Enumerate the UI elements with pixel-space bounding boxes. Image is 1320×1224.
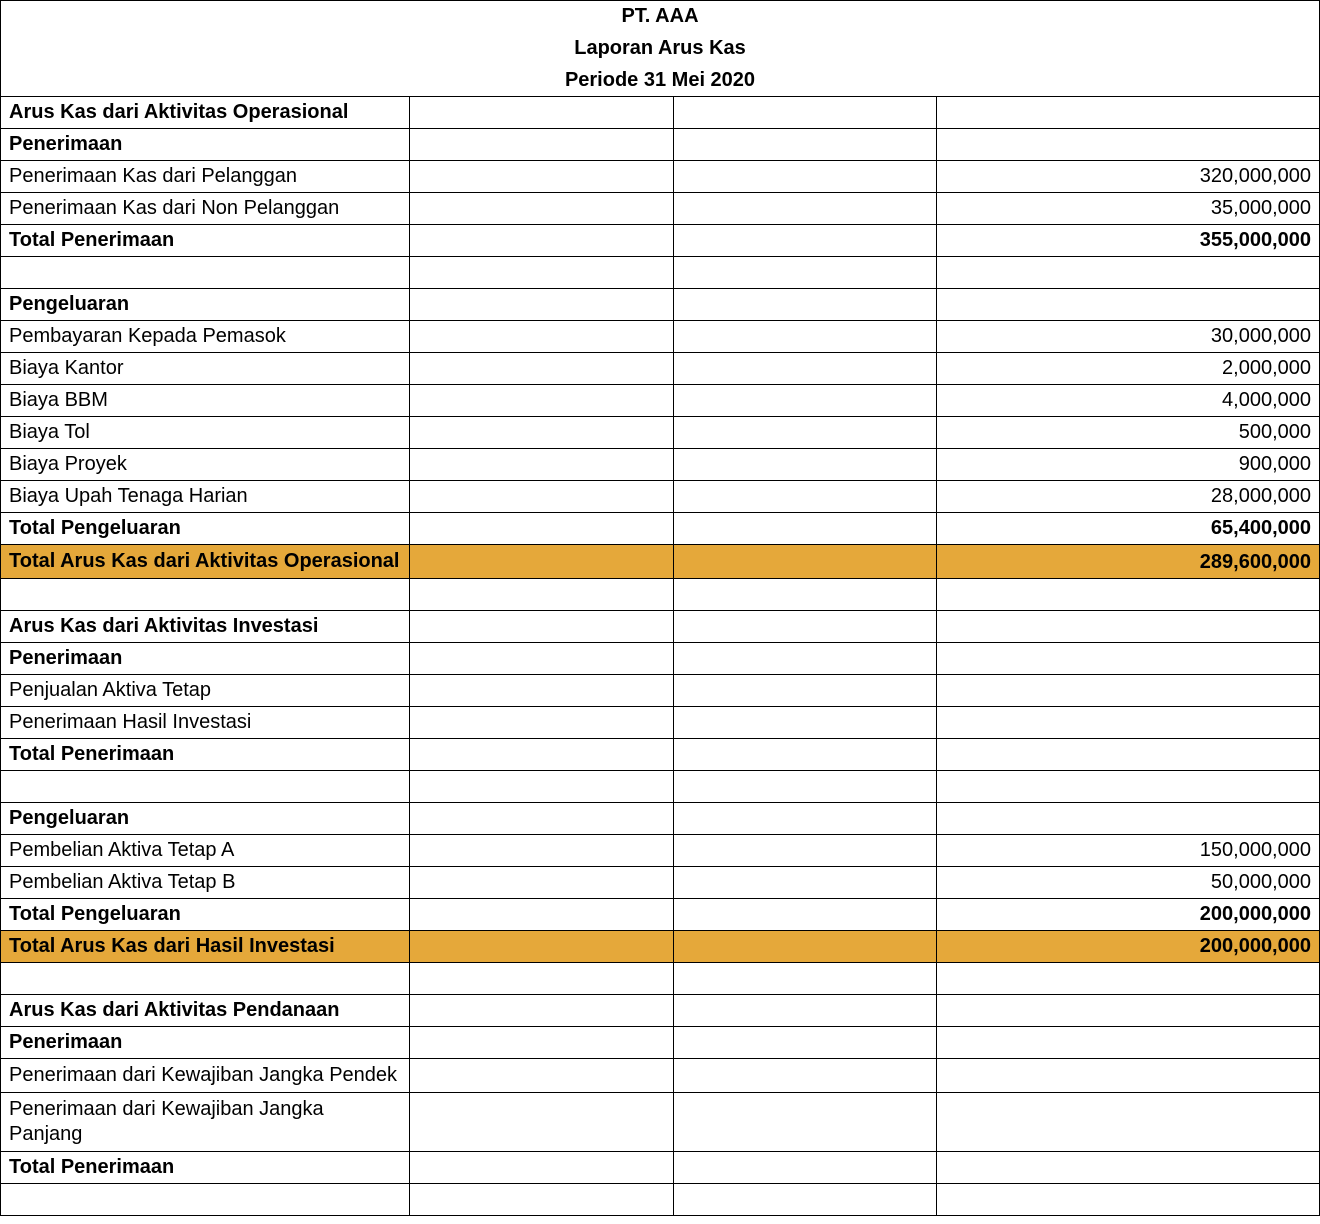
table-row: Pembayaran Kepada Pemasok 30,000,000 bbox=[1, 321, 1320, 353]
operasional-penerimaan-header: Penerimaan bbox=[1, 129, 1320, 161]
total-pengeluaran-value: 65,400,000 bbox=[937, 513, 1320, 545]
table-row: Biaya Upah Tenaga Harian 28,000,000 bbox=[1, 481, 1320, 513]
pengeluaran-label: Pengeluaran bbox=[1, 289, 410, 321]
pendanaan-penerimaan-header: Penerimaan bbox=[1, 1027, 1320, 1059]
total-penerimaan-value bbox=[937, 739, 1320, 771]
row-label: Penerimaan dari Kewajiban Jangka Pendek bbox=[1, 1059, 410, 1093]
header-company-row: PT. AAA bbox=[1, 1, 1320, 33]
investasi-total-value: 200,000,000 bbox=[937, 931, 1320, 963]
row-label: Penerimaan Kas dari Pelanggan bbox=[1, 161, 410, 193]
cash-flow-table: PT. AAA Laporan Arus Kas Periode 31 Mei … bbox=[0, 0, 1320, 1216]
investasi-penerimaan-header: Penerimaan bbox=[1, 643, 1320, 675]
company-name: PT. AAA bbox=[1, 1, 1320, 33]
table-row: Penerimaan dari Kewajiban Jangka Pendek bbox=[1, 1059, 1320, 1093]
row-label: Pembayaran Kepada Pemasok bbox=[1, 321, 410, 353]
row-label: Pembelian Aktiva Tetap B bbox=[1, 867, 410, 899]
row-value: 28,000,000 bbox=[937, 481, 1320, 513]
row-label: Penjualan Aktiva Tetap bbox=[1, 675, 410, 707]
row-label: Biaya Proyek bbox=[1, 449, 410, 481]
table-row: Penerimaan Hasil Investasi bbox=[1, 707, 1320, 739]
row-label: Penerimaan Hasil Investasi bbox=[1, 707, 410, 739]
row-value: 35,000,000 bbox=[937, 193, 1320, 225]
investasi-total-penerimaan: Total Penerimaan bbox=[1, 739, 1320, 771]
row-label: Penerimaan dari Kewajiban Jangka Panjang bbox=[1, 1093, 410, 1152]
table-row: Penerimaan dari Kewajiban Jangka Panjang bbox=[1, 1093, 1320, 1152]
row-label: Pembelian Aktiva Tetap A bbox=[1, 835, 410, 867]
row-value: 30,000,000 bbox=[937, 321, 1320, 353]
operasional-title: Arus Kas dari Aktivitas Operasional bbox=[1, 97, 410, 129]
table-row: Penerimaan Kas dari Pelanggan 320,000,00… bbox=[1, 161, 1320, 193]
table-row: Biaya Tol 500,000 bbox=[1, 417, 1320, 449]
penerimaan-label: Penerimaan bbox=[1, 643, 410, 675]
report-period: Periode 31 Mei 2020 bbox=[1, 65, 1320, 97]
row-value: 50,000,000 bbox=[937, 867, 1320, 899]
total-penerimaan-label: Total Penerimaan bbox=[1, 225, 410, 257]
pengeluaran-label: Pengeluaran bbox=[1, 803, 410, 835]
penerimaan-label: Penerimaan bbox=[1, 1027, 410, 1059]
total-pengeluaran-value: 200,000,000 bbox=[937, 899, 1320, 931]
table-row: Pembelian Aktiva Tetap A 150,000,000 bbox=[1, 835, 1320, 867]
table-row: Pembelian Aktiva Tetap B 50,000,000 bbox=[1, 867, 1320, 899]
table-row: Penjualan Aktiva Tetap bbox=[1, 675, 1320, 707]
section-pendanaan-title: Arus Kas dari Aktivitas Pendanaan bbox=[1, 995, 1320, 1027]
operasional-total-row: Total Arus Kas dari Aktivitas Operasiona… bbox=[1, 545, 1320, 579]
row-label: Biaya Kantor bbox=[1, 353, 410, 385]
pendanaan-title: Arus Kas dari Aktivitas Pendanaan bbox=[1, 995, 410, 1027]
row-value: 4,000,000 bbox=[937, 385, 1320, 417]
total-penerimaan-value bbox=[937, 1152, 1320, 1184]
total-pengeluaran-label: Total Pengeluaran bbox=[1, 899, 410, 931]
operasional-total-label: Total Arus Kas dari Aktivitas Operasiona… bbox=[1, 545, 410, 579]
investasi-pengeluaran-header: Pengeluaran bbox=[1, 803, 1320, 835]
penerimaan-label: Penerimaan bbox=[1, 129, 410, 161]
operasional-total-value: 289,600,000 bbox=[937, 545, 1320, 579]
total-penerimaan-label: Total Penerimaan bbox=[1, 739, 410, 771]
blank-row bbox=[1, 771, 1320, 803]
blank-row bbox=[1, 257, 1320, 289]
section-operasional-title: Arus Kas dari Aktivitas Operasional bbox=[1, 97, 1320, 129]
row-label: Biaya Tol bbox=[1, 417, 410, 449]
header-period-row: Periode 31 Mei 2020 bbox=[1, 65, 1320, 97]
section-investasi-title: Arus Kas dari Aktivitas Investasi bbox=[1, 611, 1320, 643]
table-row: Biaya BBM 4,000,000 bbox=[1, 385, 1320, 417]
row-value: 150,000,000 bbox=[937, 835, 1320, 867]
operasional-pengeluaran-header: Pengeluaran bbox=[1, 289, 1320, 321]
row-value bbox=[937, 707, 1320, 739]
pendanaan-total-penerimaan: Total Penerimaan bbox=[1, 1152, 1320, 1184]
investasi-total-row: Total Arus Kas dari Hasil Investasi 200,… bbox=[1, 931, 1320, 963]
operasional-total-pengeluaran: Total Pengeluaran 65,400,000 bbox=[1, 513, 1320, 545]
table-row: Penerimaan Kas dari Non Pelanggan 35,000… bbox=[1, 193, 1320, 225]
row-value bbox=[937, 675, 1320, 707]
table-row: Biaya Proyek 900,000 bbox=[1, 449, 1320, 481]
header-title-row: Laporan Arus Kas bbox=[1, 33, 1320, 65]
blank-row bbox=[1, 579, 1320, 611]
total-pengeluaran-label: Total Pengeluaran bbox=[1, 513, 410, 545]
investasi-total-pengeluaran: Total Pengeluaran 200,000,000 bbox=[1, 899, 1320, 931]
row-value bbox=[937, 1093, 1320, 1152]
table-row: Biaya Kantor 2,000,000 bbox=[1, 353, 1320, 385]
report-title: Laporan Arus Kas bbox=[1, 33, 1320, 65]
investasi-title: Arus Kas dari Aktivitas Investasi bbox=[1, 611, 410, 643]
blank-row bbox=[1, 963, 1320, 995]
row-value: 900,000 bbox=[937, 449, 1320, 481]
row-label: Biaya Upah Tenaga Harian bbox=[1, 481, 410, 513]
row-value: 500,000 bbox=[937, 417, 1320, 449]
blank-row bbox=[1, 1184, 1320, 1216]
row-value bbox=[937, 1059, 1320, 1093]
row-value: 320,000,000 bbox=[937, 161, 1320, 193]
investasi-total-label: Total Arus Kas dari Hasil Investasi bbox=[1, 931, 410, 963]
operasional-total-penerimaan: Total Penerimaan 355,000,000 bbox=[1, 225, 1320, 257]
row-label: Penerimaan Kas dari Non Pelanggan bbox=[1, 193, 410, 225]
row-value: 2,000,000 bbox=[937, 353, 1320, 385]
total-penerimaan-label: Total Penerimaan bbox=[1, 1152, 410, 1184]
total-penerimaan-value: 355,000,000 bbox=[937, 225, 1320, 257]
row-label: Biaya BBM bbox=[1, 385, 410, 417]
